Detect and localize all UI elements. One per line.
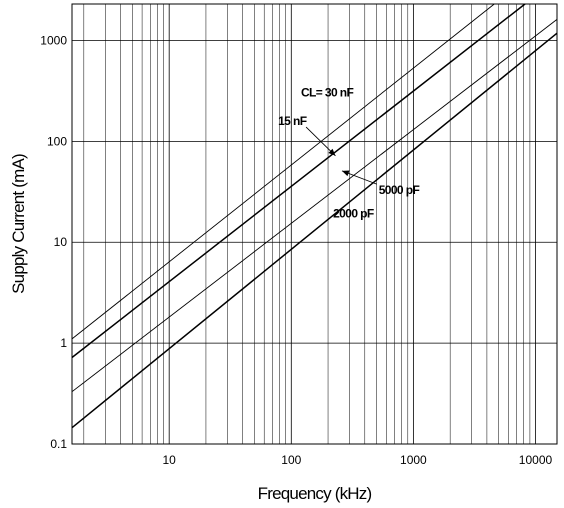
series-label: 5000 pF — [379, 183, 420, 197]
series-line-2 — [71, 19, 558, 393]
series-label: 15 nF — [278, 114, 307, 128]
series-line-3 — [71, 32, 558, 429]
series-label: 2000 pF — [333, 207, 374, 221]
y-axis-title: Supply Current (mA) — [9, 154, 28, 294]
annotation-arrowhead — [341, 170, 350, 177]
y-tick-label: 100 — [47, 134, 67, 148]
y-tick-label: 1000 — [40, 33, 67, 47]
y-tick-label: 0.1 — [50, 437, 67, 451]
x-tick-label: 10000 — [519, 453, 553, 467]
x-tick-label: 10 — [163, 453, 177, 467]
y-tick-label: 1 — [60, 336, 67, 350]
tick-labels: 10 100 1000 10000 0.1 1 10 100 1000 — [40, 33, 552, 467]
grid — [72, 4, 557, 444]
x-tick-label: 100 — [281, 453, 301, 467]
x-tick-label: 1000 — [400, 453, 427, 467]
annotations: CL= 30 nF 15 nF 5000 pF 2000 pF — [278, 85, 420, 221]
annotation-arrowhead — [328, 148, 336, 156]
x-axis-title: Frequency (kHz) — [258, 484, 372, 503]
plot-frame — [71, 3, 558, 445]
series-lines — [71, 3, 558, 429]
series-line-1 — [71, 3, 526, 359]
series-label: CL= 30 nF — [301, 85, 354, 99]
series-line-0 — [71, 3, 495, 340]
y-tick-label: 10 — [54, 235, 68, 249]
